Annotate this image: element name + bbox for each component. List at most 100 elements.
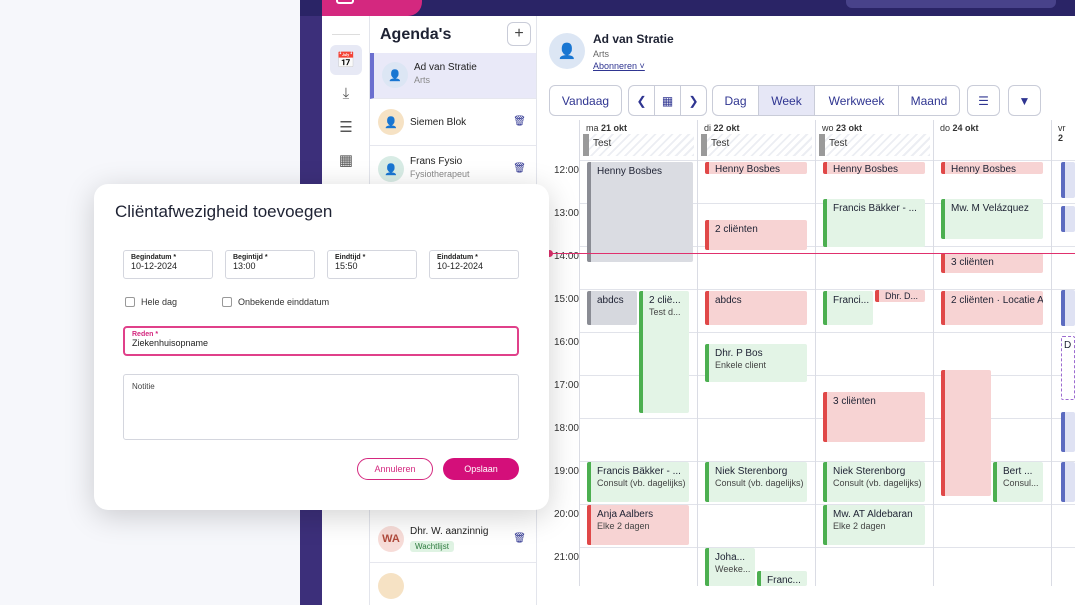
view-day[interactable]: Dag (712, 85, 759, 116)
grid-line (815, 160, 816, 586)
unknown-end-date-checkbox[interactable]: Onbekende einddatum (222, 297, 329, 307)
event[interactable] (1061, 290, 1075, 326)
event[interactable]: Henny Bosbes (941, 162, 1043, 174)
hour-label: 17:00 (553, 380, 579, 391)
brand-area (322, 0, 422, 16)
app-logo-icon[interactable] (336, 0, 354, 4)
day-header: do 24 okt (933, 120, 1051, 160)
agenda-item[interactable] (370, 564, 536, 605)
chevron-left-icon: ❮ (636, 93, 647, 108)
top-bar (300, 0, 1075, 16)
hour-label: 16:00 (553, 337, 579, 348)
allday-event[interactable]: Test (583, 134, 694, 156)
grid-line (579, 332, 1075, 333)
agenda-item[interactable]: 👤 Siemen Blok 🗑 (370, 100, 536, 146)
grid-line (697, 160, 698, 586)
event[interactable]: Dhr. D... (875, 290, 925, 302)
event[interactable] (1061, 162, 1075, 198)
prev-week-button[interactable]: ❮ (628, 85, 655, 116)
event[interactable] (1061, 206, 1075, 232)
view-month[interactable]: Maand (898, 85, 960, 116)
end-date-field[interactable]: Einddatum * 10-12-2024 (429, 250, 519, 279)
chevron-right-icon: ❯ (688, 93, 699, 108)
allday-event[interactable]: Test (701, 134, 812, 156)
agenda-item-role: Arts (414, 75, 431, 85)
view-week[interactable]: Week (758, 85, 815, 116)
event[interactable]: Niek Sterenborg Consult (vb. dagelijks) (823, 462, 925, 502)
next-week-button[interactable]: ❯ (680, 85, 707, 116)
agenda-item[interactable]: WA Dhr. W. aanzinnig Wachtlijst 🗑 (370, 517, 536, 563)
allday-event[interactable]: Test (819, 134, 930, 156)
list-icon[interactable]: ☰ (339, 119, 353, 136)
event[interactable]: Henny Bosbes (587, 162, 693, 262)
end-time-field[interactable]: Eindtijd * 15:50 (327, 250, 417, 279)
event[interactable]: abdcs (705, 291, 807, 325)
current-time-line (549, 253, 1075, 254)
filter-button[interactable]: ▼ (1008, 85, 1041, 116)
user-icon: 👤 (378, 156, 404, 182)
event[interactable]: Franci... (823, 291, 873, 325)
event[interactable]: Dhr. P Bos Enkele client (705, 344, 807, 382)
trash-icon[interactable]: 🗑 (513, 533, 526, 544)
view-workweek[interactable]: Werkweek (814, 85, 899, 116)
hour-label: 20:00 (553, 509, 579, 520)
event[interactable]: Henny Bosbes (705, 162, 807, 174)
trash-icon[interactable]: 🗑 (513, 116, 526, 127)
subscribe-label: Abonneren (593, 61, 638, 71)
event[interactable]: Franc... (757, 571, 807, 586)
hour-label: 15:00 (553, 294, 579, 305)
list-view-button[interactable]: ☰ (967, 85, 1000, 116)
event[interactable]: 2 cliënten (705, 220, 807, 250)
event[interactable]: abdcs (587, 291, 637, 325)
event[interactable]: Henny Bosbes (823, 162, 925, 174)
event[interactable]: 2 clië... Test d... (639, 291, 689, 413)
event[interactable]: 3 cliënten (941, 253, 1043, 273)
event[interactable]: 2 cliënten · Locatie A (941, 291, 1043, 325)
event[interactable] (1061, 412, 1075, 452)
grid-line (579, 375, 1075, 376)
search-input[interactable] (846, 0, 1056, 8)
save-button[interactable]: Opslaan (443, 458, 519, 480)
hour-label: 14:00 (553, 251, 579, 262)
trash-icon[interactable]: 🗑 (513, 163, 526, 174)
event[interactable]: Mw. AT Aldebaran Elke 2 dagen (823, 505, 925, 545)
inbox-icon[interactable]: ⤓ (342, 84, 350, 102)
day-header: wo 23 okt Test (815, 120, 933, 160)
agenda-title: Agenda's (380, 26, 452, 43)
calendar-person-name: Ad van Stratie (593, 32, 674, 46)
grid-line (579, 547, 1075, 548)
begin-time-field[interactable]: Begintijd * 13:00 (225, 250, 315, 279)
event[interactable] (941, 370, 991, 496)
reason-field[interactable]: Reden * Ziekenhuisopname (123, 326, 519, 356)
grid-line (579, 160, 580, 586)
agenda-item[interactable]: 👤 Ad van Stratie Arts (370, 53, 536, 99)
hour-label: 21:00 (553, 552, 579, 563)
today-button[interactable]: Vandaag (549, 85, 622, 116)
event[interactable] (1061, 462, 1075, 502)
event[interactable]: Anja Aalbers Elke 2 dagen (587, 505, 689, 545)
event[interactable]: Bert ... Consul... (993, 462, 1043, 502)
current-time-dot (549, 250, 553, 257)
cancel-button[interactable]: Annuleren (357, 458, 433, 480)
agenda-item-role: Fysiotherapeut (410, 169, 470, 179)
event[interactable]: Niek Sterenborg Consult (vb. dagelijks) (705, 462, 807, 502)
hour-label: 12:00 (553, 165, 579, 176)
allday-checkbox[interactable]: Hele dag (125, 297, 177, 307)
add-agenda-button[interactable]: + (507, 22, 531, 46)
note-field[interactable]: Notitie (123, 374, 519, 440)
subscribe-link[interactable]: Abonneren ˅ (593, 61, 645, 71)
event[interactable]: Francis Bäkker - ... (823, 199, 925, 247)
event[interactable]: Francis Bäkker - ... Consult (vb. dagelij… (587, 462, 689, 502)
day-header: vr 2 (1051, 120, 1075, 160)
event[interactable]: 3 cliënten (823, 392, 925, 442)
calendar-icon[interactable]: 📅 (330, 45, 362, 75)
user-icon (378, 573, 404, 599)
event[interactable]: D (1061, 336, 1075, 400)
date-picker-button[interactable]: ▦ (654, 85, 681, 116)
event[interactable]: Mw. M Velázquez (941, 199, 1043, 239)
schedule-icon[interactable]: ▦ (338, 152, 354, 169)
user-icon: 👤 (378, 109, 404, 135)
event[interactable]: Joha... Weeke... (705, 548, 755, 586)
grid-line (933, 160, 934, 586)
begin-date-field[interactable]: Begindatum * 10-12-2024 (123, 250, 213, 279)
